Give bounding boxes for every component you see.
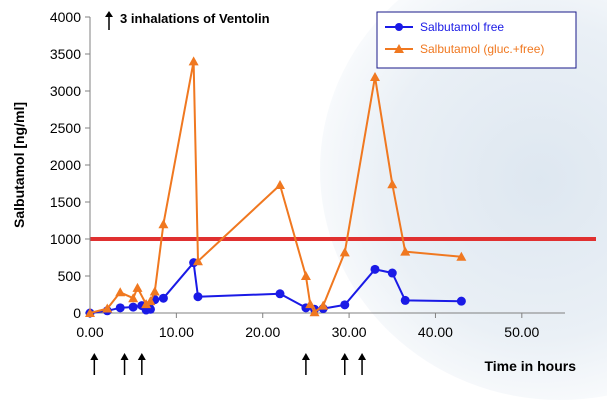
arrow-head (301, 353, 310, 360)
arrow-head (137, 353, 146, 360)
legend: Salbutamol free Salbutamol (gluc.+free) (376, 11, 577, 69)
data-point-1 (158, 219, 169, 229)
data-point-0 (193, 292, 203, 302)
data-point-1 (149, 286, 160, 296)
data-point-0 (370, 264, 380, 274)
y-tick-label: 2000 (50, 157, 81, 173)
y-tick-label: 3000 (50, 83, 81, 99)
data-point-1 (102, 303, 113, 313)
x-tick-label: 20.00 (245, 324, 280, 340)
annotation-text: 3 inhalations of Ventolin (120, 11, 270, 26)
data-point-1 (188, 56, 199, 66)
y-tick-label: 1500 (50, 194, 81, 210)
data-point-1 (132, 282, 143, 292)
data-point-0 (275, 289, 285, 299)
x-axis-title: Time in hours (484, 358, 576, 374)
inhalation-arrow (358, 353, 367, 375)
x-tick-label: 0.00 (76, 324, 103, 340)
y-axis-title: Salbutamol [ng/ml] (11, 102, 27, 228)
data-point-0 (387, 268, 397, 278)
x-tick-label: 50.00 (504, 324, 539, 340)
data-point-0 (158, 293, 168, 303)
annotation-arrow (105, 11, 113, 30)
data-point-1 (85, 308, 95, 317)
data-point-0 (128, 302, 138, 312)
legend-item-gluc: Salbutamol (gluc.+free) (385, 42, 544, 56)
data-point-1 (128, 293, 139, 303)
data-point-0 (115, 303, 125, 313)
arrow-head (120, 353, 129, 360)
data-point-0 (456, 296, 466, 306)
arrow-head (340, 353, 349, 360)
data-point-1 (145, 296, 156, 306)
y-tick-label: 2500 (50, 120, 81, 136)
inhalation-arrow (137, 353, 146, 375)
legend-label-gluc: Salbutamol (gluc.+free) (420, 42, 544, 56)
data-point-1 (192, 256, 203, 266)
data-point-1 (339, 247, 350, 257)
legend-box (376, 11, 577, 69)
y-tick-label: 0 (73, 305, 81, 321)
data-point-1 (300, 271, 311, 280)
y-tick-label: 3500 (50, 46, 81, 62)
data-point-1 (387, 179, 398, 189)
data-point-1 (456, 251, 467, 261)
x-tick-label: 30.00 (332, 324, 367, 340)
inhalation-arrow (90, 353, 99, 375)
data-point-0 (400, 295, 410, 305)
y-tick-label: 500 (58, 268, 82, 284)
x-tick-label: 40.00 (418, 324, 453, 340)
legend-item-free: Salbutamol free (385, 20, 504, 34)
data-point-1 (305, 299, 316, 309)
data-point-1 (400, 246, 411, 256)
arrow-head (90, 353, 99, 360)
data-point-1 (275, 179, 285, 189)
data-point-1 (115, 287, 126, 297)
data-point-1 (370, 71, 380, 81)
inhalation-arrow (301, 353, 310, 375)
x-tick-label: 10.00 (159, 324, 194, 340)
background-glow (320, 0, 607, 400)
data-point-1 (141, 299, 152, 309)
arrow-head (358, 353, 367, 360)
data-point-1 (309, 307, 320, 317)
data-point-1 (318, 300, 329, 310)
legend-label-free: Salbutamol free (420, 20, 504, 34)
y-tick-label: 1000 (50, 231, 81, 247)
inhalation-arrow (340, 353, 349, 375)
y-tick-label: 4000 (50, 9, 81, 25)
data-point-0 (340, 300, 350, 310)
inhalation-arrow (120, 353, 129, 375)
